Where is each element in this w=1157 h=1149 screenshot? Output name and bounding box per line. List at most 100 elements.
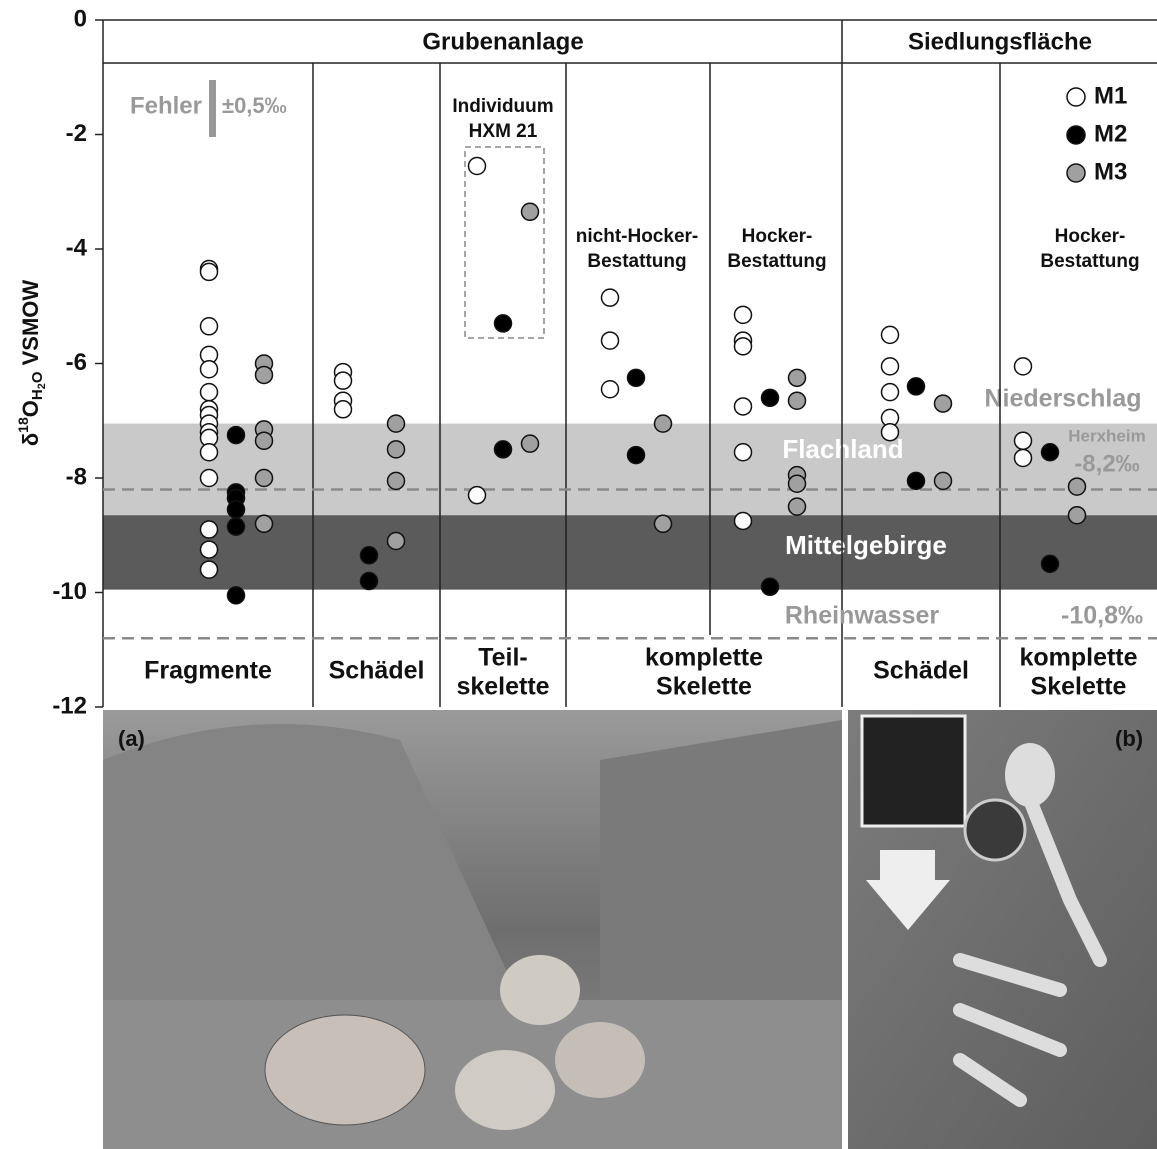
y-label-part: δ <box>18 433 43 446</box>
data-point <box>228 427 245 444</box>
data-point <box>495 315 512 332</box>
band-label: Mittelgebirge <box>785 530 947 560</box>
y-axis-label: δ18OH2O VSMOW <box>15 280 48 447</box>
data-point <box>1015 449 1032 466</box>
data-point <box>602 381 619 398</box>
data-point <box>388 441 405 458</box>
data-point <box>628 447 645 464</box>
data-point <box>882 384 899 401</box>
data-point <box>789 392 806 409</box>
trench-wall <box>600 720 842 1000</box>
group-label: Individuum <box>452 96 553 117</box>
category-label: Skelette <box>1031 673 1127 701</box>
category-label: Schädel <box>329 657 425 685</box>
skull <box>500 955 580 1025</box>
data-point <box>469 487 486 504</box>
error-bar <box>209 80 216 137</box>
data-point <box>201 541 218 558</box>
data-point <box>256 366 273 383</box>
data-point <box>602 332 619 349</box>
data-point <box>735 444 752 461</box>
y-tick-label: 0 <box>74 5 87 32</box>
header-label: Grubenanlage <box>422 28 583 55</box>
skull <box>455 1050 555 1130</box>
data-point <box>789 498 806 515</box>
reference-label: -8,2‰ <box>1074 450 1139 477</box>
error-name: Fehler <box>130 92 202 119</box>
data-point <box>1069 478 1086 495</box>
data-point <box>735 398 752 415</box>
data-point <box>762 578 779 595</box>
data-point <box>201 384 218 401</box>
reference-label: -10,8‰ <box>1061 602 1143 630</box>
y-tick-label: -10 <box>52 578 87 605</box>
individual-box <box>465 147 544 338</box>
data-point <box>1042 555 1059 572</box>
skull <box>555 1022 645 1098</box>
data-point <box>1015 358 1032 375</box>
reference-name: Rheinwasser <box>785 602 940 630</box>
data-point <box>908 378 925 395</box>
category-label: komplette <box>1019 644 1137 672</box>
data-point <box>361 573 378 590</box>
data-point <box>335 401 352 418</box>
y-tick-label: -2 <box>66 120 87 147</box>
y-tick-label: -4 <box>66 234 88 261</box>
legend-label: M1 <box>1094 82 1127 109</box>
y-tick-label: -12 <box>52 692 87 719</box>
data-point <box>628 369 645 386</box>
data-point <box>256 515 273 532</box>
category-label: Teil- <box>478 644 528 672</box>
photo-label: (b) <box>1115 726 1143 751</box>
data-point <box>1015 432 1032 449</box>
error-label: ±0,5‰ <box>222 93 287 118</box>
category-label: komplette <box>645 644 763 672</box>
category-label: Skelette <box>656 673 752 701</box>
legend-marker <box>1067 164 1085 182</box>
data-point <box>228 518 245 535</box>
legend-marker <box>1067 126 1085 144</box>
data-point <box>908 472 925 489</box>
data-point <box>882 424 899 441</box>
data-point <box>602 289 619 306</box>
group-label: Hocker- <box>1055 226 1126 247</box>
data-point <box>228 501 245 518</box>
category-label: Fragmente <box>144 657 272 685</box>
data-point <box>388 472 405 489</box>
legend-label: M3 <box>1094 158 1127 185</box>
data-point <box>201 318 218 335</box>
data-point <box>201 444 218 461</box>
reference-name: Herxheim <box>1068 426 1145 445</box>
y-label-part: H <box>29 389 46 400</box>
data-point <box>655 515 672 532</box>
category-label: skelette <box>456 673 549 701</box>
photos: (a) (b) <box>103 710 1157 1149</box>
data-point <box>388 532 405 549</box>
y-label-part: O <box>18 400 43 417</box>
group-label: nicht-Hocker- <box>576 226 698 247</box>
data-point <box>201 521 218 538</box>
data-point <box>256 470 273 487</box>
data-point <box>882 326 899 343</box>
photo-label: (a) <box>118 726 145 751</box>
bowl <box>965 800 1025 860</box>
figure: FlachlandMittelgebirgeNiederschlagHerxhe… <box>0 0 1157 1149</box>
legend-marker <box>1067 88 1085 106</box>
data-point <box>935 472 952 489</box>
y-label-part: O <box>29 371 46 383</box>
data-point <box>522 203 539 220</box>
band-note: Niederschlag <box>984 385 1141 413</box>
header-label: Siedlungsfläche <box>908 28 1092 55</box>
y-label-part: 18 <box>15 417 31 433</box>
group-label: Bestattung <box>727 251 826 272</box>
data-point <box>201 561 218 578</box>
data-point <box>361 547 378 564</box>
data-point <box>228 587 245 604</box>
data-point <box>789 475 806 492</box>
group-label: HXM 21 <box>469 121 538 142</box>
data-point <box>388 415 405 432</box>
group-label: Bestattung <box>1040 251 1139 272</box>
page: FlachlandMittelgebirgeNiederschlagHerxhe… <box>0 0 1157 1149</box>
data-point <box>1042 444 1059 461</box>
data-point <box>789 369 806 386</box>
